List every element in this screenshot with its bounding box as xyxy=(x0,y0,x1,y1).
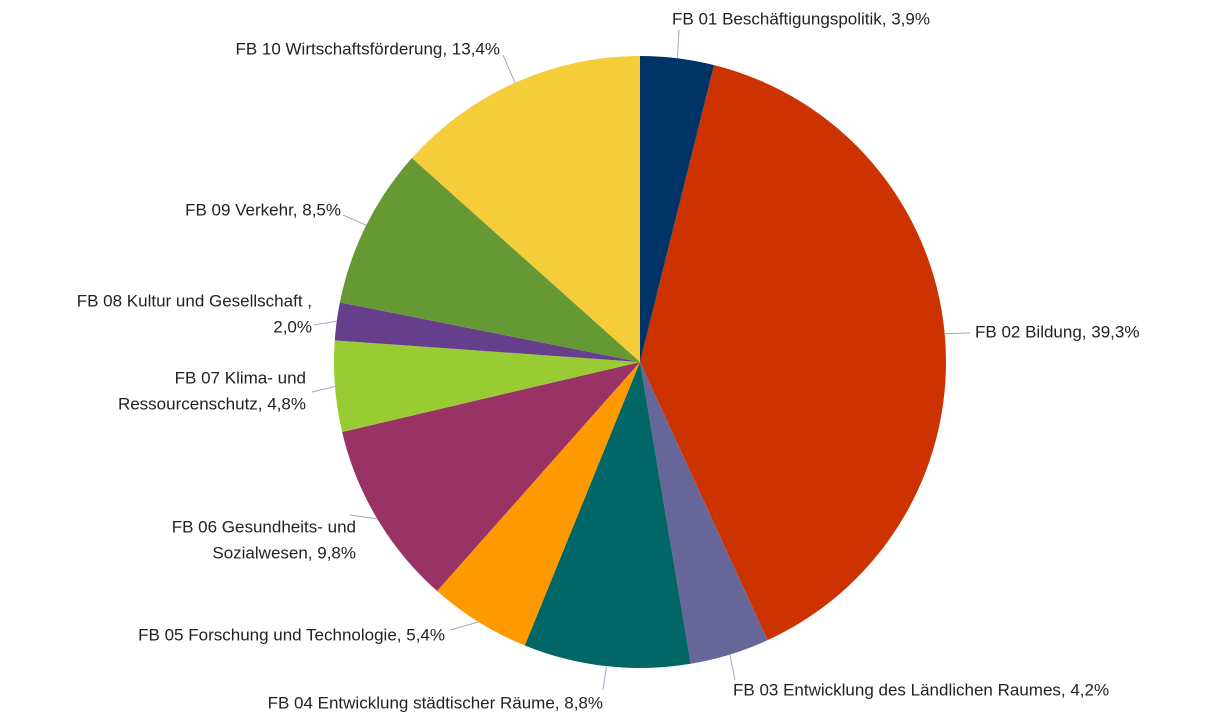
leader-line xyxy=(602,666,607,691)
pie-slice xyxy=(640,362,768,664)
data-label: FB 04 Entwicklung städtischer Räume, 8,8… xyxy=(268,693,603,712)
data-label: FB 06 Gesundheits- und xyxy=(172,517,356,536)
data-label: Sozialwesen, 9,8% xyxy=(212,543,356,562)
data-label: FB 05 Forschung und Technologie, 5,4% xyxy=(138,625,445,644)
pie-slice xyxy=(333,340,640,432)
leader-line xyxy=(944,332,971,335)
data-label: FB 09 Verkehr, 8,5% xyxy=(185,200,341,219)
data-label: FB 03 Entwicklung des Ländlichen Raumes,… xyxy=(733,680,1109,699)
leader-line xyxy=(342,214,367,226)
data-label: FB 07 Klima- und xyxy=(175,368,306,387)
leader-line xyxy=(729,654,736,681)
data-label: FB 10 Wirtschaftsförderung, 13,4% xyxy=(235,39,500,58)
pie-slice xyxy=(411,56,640,362)
leader-line xyxy=(502,54,516,83)
pie-slice xyxy=(524,362,691,668)
leader-line xyxy=(349,514,378,520)
leader-line xyxy=(311,385,336,393)
data-label: FB 08 Kultur und Gesellschaft , xyxy=(77,291,312,310)
data-label: 2,0% xyxy=(273,317,312,336)
leader-line xyxy=(449,621,479,631)
data-label: FB 01 Beschäftigungspolitik, 3,9% xyxy=(672,9,930,28)
leader-line xyxy=(313,320,337,326)
pie-slice xyxy=(339,158,640,362)
data-label: Ressourcenschutz, 4,8% xyxy=(118,394,306,413)
leader-line xyxy=(676,29,680,59)
pie-slice xyxy=(640,56,715,362)
pie-slice xyxy=(437,362,640,646)
pie-slice xyxy=(334,302,640,362)
pie-slice xyxy=(342,362,640,592)
pie-slice xyxy=(640,65,947,641)
data-label: FB 02 Bildung, 39,3% xyxy=(975,322,1139,341)
